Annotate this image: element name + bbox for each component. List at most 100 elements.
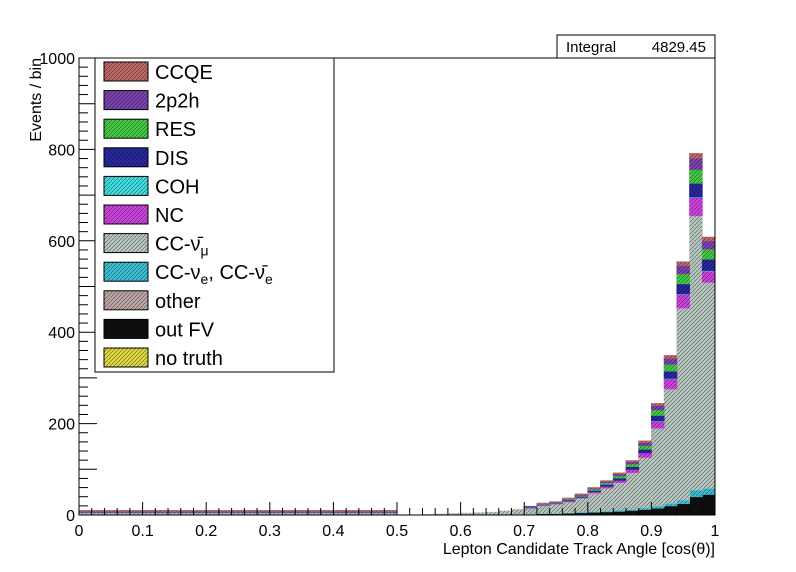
bar-cc-e-cc-e-16-hatch	[587, 511, 601, 513]
bar-ccqe-23-hatch	[676, 261, 690, 266]
legend-label: CC-νe, CC-ν̄e	[155, 262, 273, 287]
bar-2p2h-24-hatch	[689, 158, 703, 170]
y-tick-label: 0	[66, 508, 75, 525]
bar-2p2h-16-hatch	[587, 488, 601, 489]
bar-cc-e-cc-e-18-hatch	[613, 509, 626, 512]
bar-cc--19-hatch	[625, 472, 639, 510]
bar-ccqe-19-hatch	[625, 460, 639, 462]
bar-cc--16-hatch	[587, 493, 601, 512]
bar-cc--6-hatch	[460, 513, 474, 515]
bar-out-fv-21-hatch	[651, 508, 665, 515]
bar-2p2h-18-hatch	[613, 473, 626, 476]
bar-nc-14-hatch	[562, 500, 576, 502]
legend-label: no truth	[155, 348, 223, 370]
bar-cc-e-cc-e-22-hatch	[664, 503, 677, 506]
bar-cc--24-hatch	[689, 215, 703, 490]
bar-nc-22-hatch	[664, 378, 677, 389]
legend-label: CCQE	[155, 62, 213, 84]
y-tick-label: 800	[48, 142, 75, 159]
legend-swatch-hatch	[104, 348, 148, 367]
tick-labels: 0 0.1 0.2 0.3 0.4 0.5 0.6 0.7 0.8 0.9 1 0 200 400 600 8…	[39, 51, 719, 540]
legend-swatch-hatch	[104, 90, 148, 110]
legend-label: NC	[155, 205, 184, 227]
bar-dis-19-hatch	[625, 466, 639, 470]
bar-nc-23-hatch	[676, 294, 690, 308]
bar-cc--11-hatch	[524, 508, 537, 515]
legend-swatch-hatch	[104, 262, 148, 282]
y-tick-label: 600	[48, 234, 75, 251]
legend-swatch-hatch	[104, 176, 148, 196]
bar-cc--9-hatch	[498, 510, 512, 515]
bar-nc-21-hatch	[651, 421, 665, 429]
bar-cc--21-hatch	[651, 428, 665, 506]
bar-cc--23-hatch	[676, 307, 690, 500]
bar-ccqe-21-hatch	[651, 403, 665, 406]
bar-cc-e-cc-e-20-hatch	[638, 507, 652, 510]
bar-dis-18-hatch	[613, 477, 626, 481]
bar-dis-21-hatch	[651, 415, 665, 421]
bar-nc-19-hatch	[625, 469, 639, 473]
bar-ccqe-22-hatch	[664, 355, 677, 359]
bar-cc-e-cc-e-21-hatch	[651, 505, 665, 509]
bar-out-fv-13-hatch	[549, 513, 563, 515]
bar-ccqe-24-hatch	[689, 153, 703, 159]
bar-out-fv-20-hatch	[638, 509, 652, 515]
bar-nc-15-hatch	[575, 497, 588, 499]
bar-out-fv-14-hatch	[562, 513, 576, 515]
x-tick-label: 0.2	[195, 523, 217, 540]
bar-cc--0-hatch	[79, 512, 397, 515]
x-tick-label: 0	[75, 523, 84, 540]
bar-cc-e-cc-e-15-hatch	[575, 511, 588, 513]
legend-swatch-hatch	[104, 290, 148, 310]
bar-2p2h-21-hatch	[651, 405, 665, 410]
bar-nc-20-hatch	[638, 452, 652, 458]
legend-label: RES	[155, 119, 196, 141]
stats-box-frame	[556, 34, 716, 59]
bar-cc--10-hatch	[511, 509, 525, 515]
bar-dis-15-hatch	[575, 496, 588, 498]
bar-res-14-hatch	[562, 499, 576, 500]
bar-2p2h-17-hatch	[600, 481, 614, 483]
bar-dis-16-hatch	[587, 490, 601, 492]
bar-nc-16-hatch	[587, 491, 601, 494]
y-axis-title: Events / bin	[28, 58, 45, 142]
bar-out-fv-15-hatch	[575, 512, 588, 515]
x-tick-label: 0.9	[640, 523, 662, 540]
bar-cc--7-hatch	[473, 512, 487, 515]
bar-2p2h-15-hatch	[575, 494, 588, 496]
legend-label: CC-ν̄μ	[155, 234, 209, 259]
bar-out-fv-23-hatch	[676, 503, 690, 515]
legend-swatch-hatch	[104, 205, 148, 224]
bar-cc--8-hatch	[486, 512, 499, 515]
bar-nc-24-hatch	[689, 197, 703, 216]
legend-label: out FV	[155, 319, 215, 341]
bar-ccqe-25-hatch	[702, 237, 715, 241]
bar-cc--15-hatch	[575, 498, 588, 512]
bar-cc--20-hatch	[638, 457, 652, 508]
legend: CCQE 2p2h RES DIS COH NC CC-ν̄μ CC-νe, CC-ν̄e ot…	[94, 57, 335, 373]
bar-ccqe-20-hatch	[638, 440, 652, 443]
bar-cc--14-hatch	[562, 501, 576, 513]
bar-res-23-hatch	[676, 273, 690, 284]
bar-res-17-hatch	[600, 482, 614, 485]
bar-out-fv-24-hatch	[689, 496, 703, 515]
bar-dis-25-hatch	[702, 259, 715, 271]
axis-ticks	[78, 57, 716, 516]
legend-swatch-hatch	[104, 147, 148, 167]
bar-2p2h-23-hatch	[676, 265, 690, 274]
bar-nc-25-hatch	[702, 270, 715, 283]
bar-res-18-hatch	[613, 475, 626, 478]
bar-cc--25-hatch	[702, 282, 715, 489]
legend-label: other	[155, 291, 201, 313]
y-tick-label: 200	[48, 417, 75, 434]
bar-cc--18-hatch	[613, 482, 626, 510]
bar-nc-17-hatch	[600, 486, 614, 489]
bar-out-fv-12-hatch	[536, 513, 550, 515]
bar-2p2h-25-hatch	[702, 240, 715, 250]
x-tick-label: 0.4	[322, 523, 344, 540]
bar-2p2h-22-hatch	[664, 358, 677, 365]
bar-cc-e-cc-e-25-hatch	[702, 488, 715, 495]
stats-label: Integral	[566, 39, 616, 56]
bar-2p2h-20-hatch	[638, 442, 652, 446]
bar-dis-17-hatch	[600, 484, 614, 487]
